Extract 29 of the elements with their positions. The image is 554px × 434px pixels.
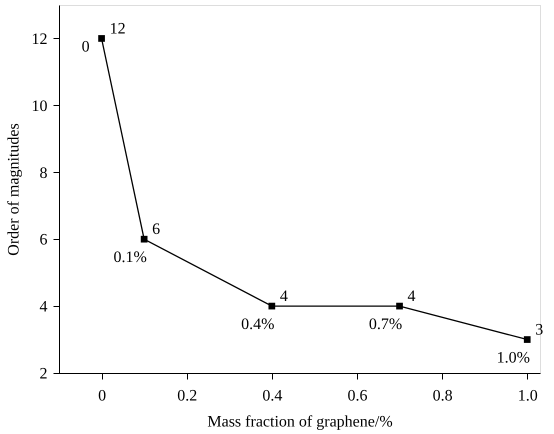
x-tick-label: 0.2 (177, 388, 198, 404)
point (98, 35, 105, 42)
y-tick-label: 2 (40, 366, 48, 382)
data-label: 4 (408, 288, 416, 306)
x-axis-title: Mass fraction of graphene/% (207, 414, 393, 430)
annotation: 1.0% (496, 350, 530, 367)
data-label: 6 (152, 221, 160, 238)
x-tick-label: 0.4 (262, 388, 282, 404)
y-tick-label: 8 (40, 164, 48, 182)
data-label: 12 (110, 20, 126, 38)
data-label: 4 (280, 288, 288, 306)
y-tick-label: 10 (32, 98, 48, 115)
x-tick-label: 1.0 (518, 388, 538, 404)
point (396, 302, 403, 310)
annotation: 0 (82, 38, 90, 56)
y-axis-title: Order of magnitudes (6, 123, 22, 256)
data-label: 3 (535, 322, 544, 339)
x-tick-label: 0.8 (432, 388, 453, 404)
annotation: 0.4% (241, 316, 274, 334)
y-tick-label: 12 (32, 30, 48, 48)
annotation: 0.1% (113, 249, 147, 266)
y-tick-label: 6 (40, 232, 48, 249)
point (524, 336, 531, 343)
annotation: 0.7% (368, 316, 402, 334)
point (140, 236, 148, 243)
x-tick-label: 0.6 (347, 388, 368, 404)
y-tick-label: 4 (40, 298, 48, 316)
x-tick-label: 0 (98, 388, 106, 404)
point (268, 302, 276, 310)
